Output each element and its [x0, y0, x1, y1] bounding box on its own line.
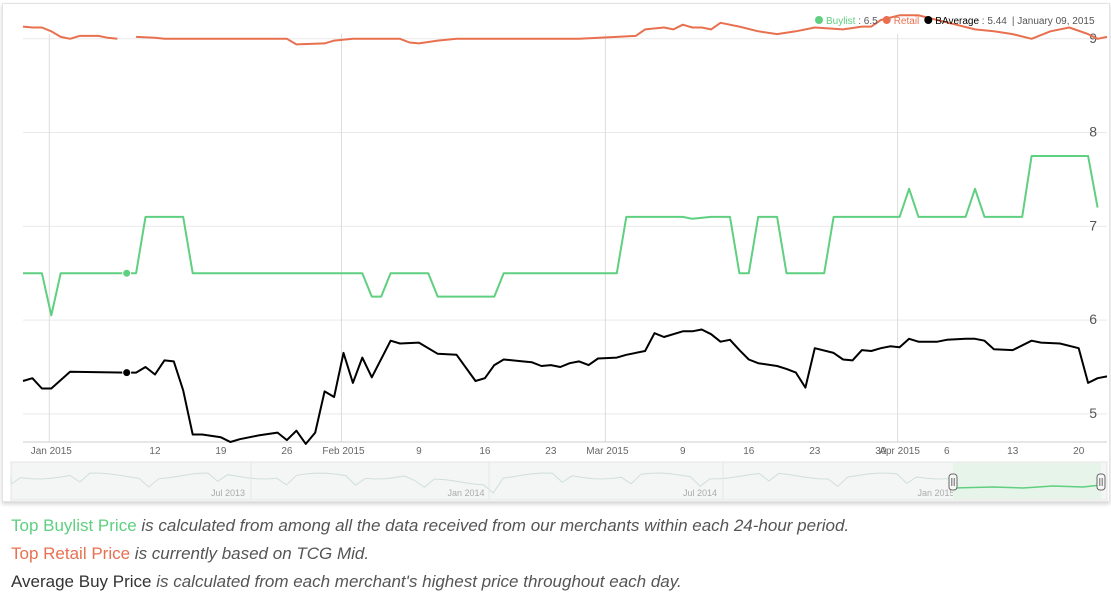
x-axis-ticks: Jan 2015 12 19 26 Feb 2015 9 16 23 Mar 2015 9 16 23…: [31, 446, 1085, 457]
legend-date: | January 09, 2015: [1012, 16, 1095, 27]
retail-term: Top Retail Price: [11, 544, 131, 563]
y-tick-label: 5: [1089, 405, 1097, 421]
navigator-selected-line: [952, 484, 1102, 489]
baverage-line: [22, 328, 1108, 445]
buylist-hover-point: [122, 268, 132, 278]
x-tick-label: 30: [875, 446, 887, 457]
navigator-background: [10, 461, 1108, 501]
average-term: Average Buy Price: [11, 572, 152, 591]
navigator: Jul 2013 Jan 2014 Jul 2014 Jan 2015: [10, 461, 1108, 501]
y-tick-label: 9: [1089, 30, 1097, 46]
buylist-explanation: is calculated from among all the data re…: [136, 516, 850, 535]
x-tick-label: 23: [809, 446, 821, 457]
series-retail: [22, 14, 1108, 46]
x-tick-label: 26: [281, 446, 293, 457]
x-tick-label: 13: [1007, 446, 1019, 457]
legend-retail-item: Retail: [894, 16, 920, 27]
average-hover-point: [122, 368, 132, 378]
retail-line: [22, 25, 118, 40]
x-tick-label: Mar 2015: [586, 446, 629, 457]
x-tick-label: 23: [545, 446, 557, 457]
x-tick-label: 16: [479, 446, 491, 457]
legend-retail-dot: [882, 16, 891, 24]
series-baverage: [22, 328, 1108, 445]
x-tick-label: Feb 2015: [322, 446, 365, 457]
navigator-left-handle[interactable]: [948, 473, 958, 491]
x-tick-label: 12: [149, 446, 161, 457]
navigator-right-handle[interactable]: [1096, 473, 1106, 491]
x-tick-label: 20: [1073, 446, 1085, 457]
x-tick-label: 9: [416, 446, 422, 457]
handle-grip: [948, 473, 958, 491]
legend-average-dot: [924, 16, 933, 24]
navigator-label: Jul 2014: [683, 488, 717, 498]
buylist-description: Top Buylist Price is calculated from amo…: [11, 516, 849, 536]
x-tick-label: 19: [215, 446, 227, 457]
retail-line: [136, 14, 1108, 46]
legend-buylist-item: Buylist : 6.5: [826, 16, 878, 27]
month-separators: [48, 34, 899, 442]
x-tick-label: Jan 2015: [31, 446, 73, 457]
y-tick-label: 8: [1089, 124, 1097, 140]
series-buylist: [23, 155, 1099, 317]
navigator-selection: [953, 463, 1101, 499]
legend-buylist-dot: [815, 16, 823, 24]
x-tick-label: 6: [944, 446, 950, 457]
average-explanation: is calculated from each merchant's highe…: [151, 572, 682, 591]
navigator-label: Jan 2015: [917, 488, 954, 498]
x-tick-label: 16: [743, 446, 755, 457]
x-tick-label: 9: [680, 446, 686, 457]
y-tick-label: 6: [1089, 311, 1097, 327]
retail-description: Top Retail Price is currently based on T…: [11, 544, 369, 564]
buylist-line: [23, 155, 1099, 317]
legend-average-item: BAverage : 5.44: [935, 16, 1007, 27]
handle-grip: [1096, 473, 1106, 491]
price-chart-panel: 5 6 7 8 9 Jan 2015 12 19 26 Feb 2015 9 16 23 Mar 2015…: [2, 3, 1110, 502]
legend: Buylist : 6.5 Retail BAverage : 5.44 | Janu…: [815, 16, 1095, 27]
navigator-label: Jan 2014: [447, 488, 484, 498]
retail-explanation: is currently based on TCG Mid.: [130, 544, 370, 563]
price-chart: 5 6 7 8 9 Jan 2015 12 19 26 Feb 2015 9 16 23 Mar 2015…: [10, 14, 1108, 501]
navigator-overview-line: [10, 472, 957, 494]
average-description: Average Buy Price is calculated from eac…: [11, 572, 682, 592]
x-tick-label: Apr 2015: [879, 446, 920, 457]
y-tick-label: 7: [1089, 217, 1097, 233]
buylist-term: Top Buylist Price: [11, 516, 137, 535]
navigator-label: Jul 2013: [211, 488, 245, 498]
